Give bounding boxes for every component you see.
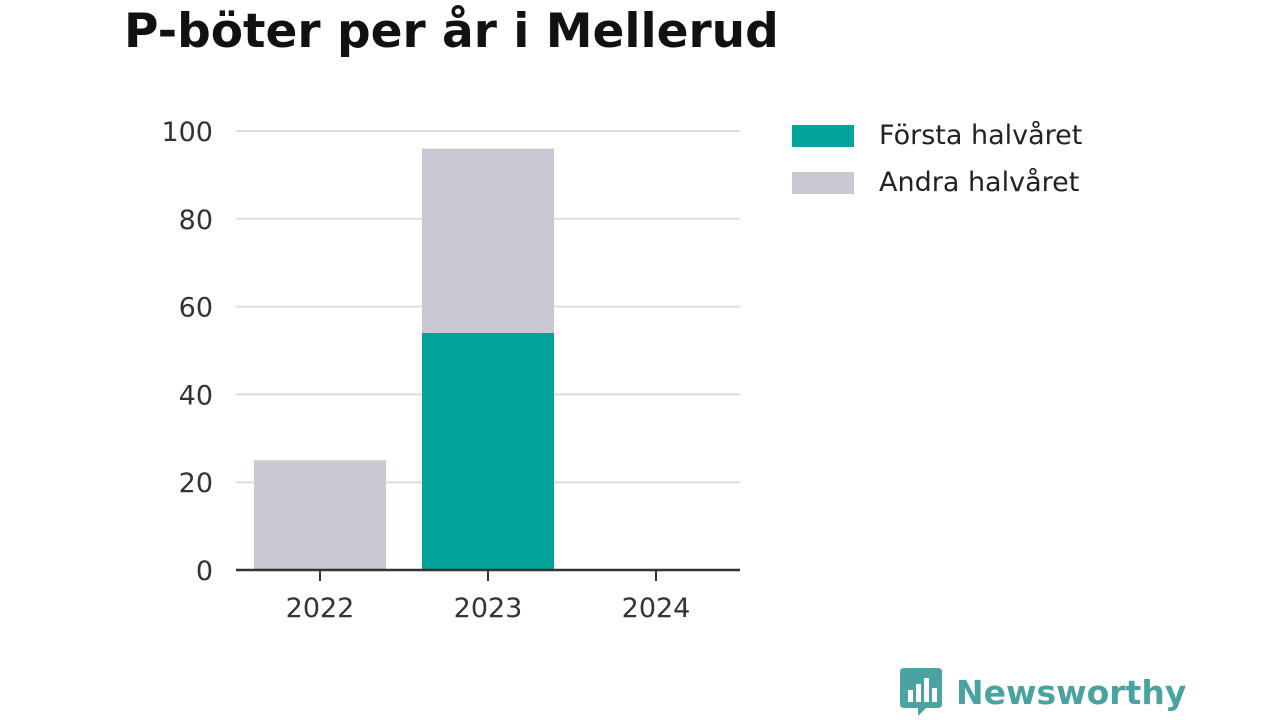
bar-2023-series-2 — [422, 148, 554, 333]
y-tick-label-20: 20 — [179, 468, 213, 499]
y-tick-label-0: 0 — [196, 556, 213, 587]
y-tick-label-100: 100 — [161, 117, 213, 148]
newsworthy-logo-text: Newsworthy — [956, 672, 1187, 712]
x-tick-label-2022: 2022 — [286, 593, 355, 624]
bar-2022-series-2 — [254, 460, 386, 570]
legend-item-andra: Andra halvåret — [792, 159, 1082, 206]
legend: Första halvåret Andra halvåret — [792, 112, 1082, 206]
y-tick-label-60: 60 — [179, 293, 213, 324]
y-tick-label-40: 40 — [179, 380, 213, 411]
x-tick-label-2023: 2023 — [454, 593, 523, 624]
x-tick-label-2024: 2024 — [622, 593, 691, 624]
newsworthy-logo: Newsworthy — [900, 668, 1186, 716]
y-tick-label-80: 80 — [179, 205, 213, 236]
newsworthy-logo-icon — [900, 668, 942, 716]
legend-label-forsta: Första halvåret — [879, 120, 1083, 151]
legend-item-forsta: Första halvåret — [792, 112, 1082, 159]
legend-swatch-forsta — [792, 124, 854, 147]
legend-swatch-andra — [792, 171, 854, 194]
bar-2023-series-1 — [422, 332, 554, 570]
legend-label-andra: Andra halvåret — [879, 167, 1080, 198]
chart-title: P-böter per år i Mellerud — [124, 4, 779, 59]
